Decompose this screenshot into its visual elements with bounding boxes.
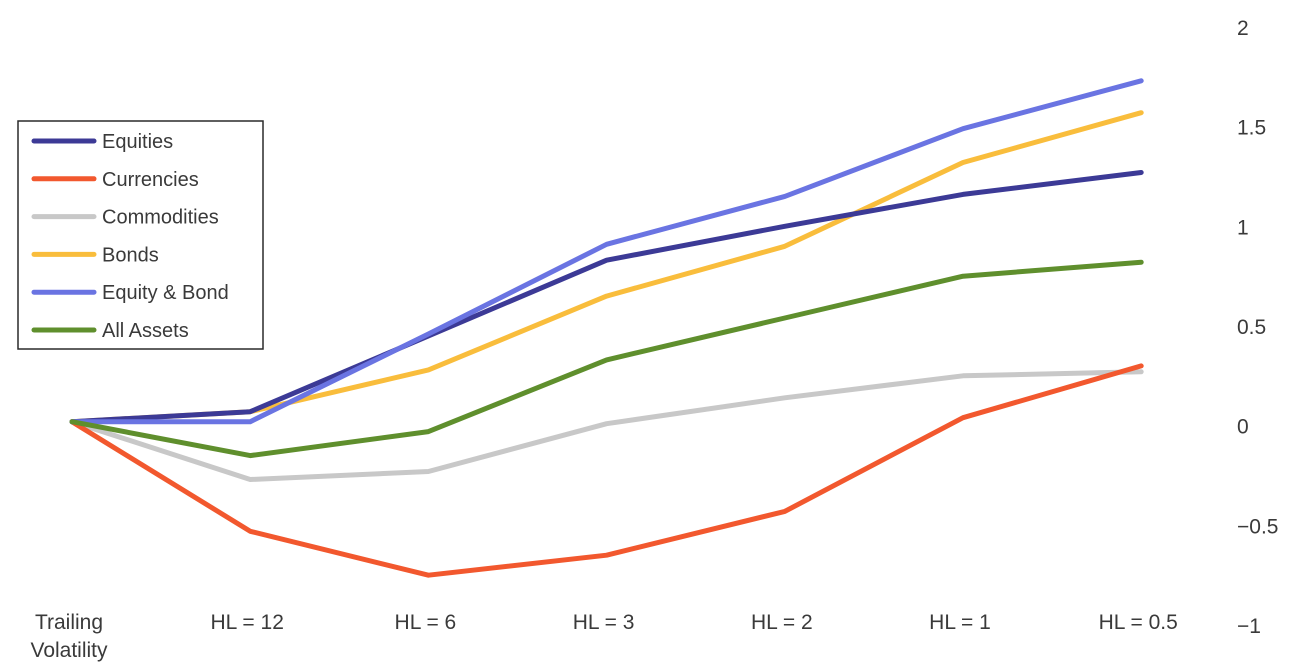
- x-tick-label-hl-2: HL = 2: [751, 611, 813, 634]
- series-line-commodities: [69, 369, 1144, 482]
- x-tick-label-hl-0-5: HL = 0.5: [1099, 611, 1178, 634]
- legend-label-bonds: Bonds: [102, 244, 159, 266]
- y-tick-label: 2: [1237, 17, 1249, 40]
- y-tick-label: 0.5: [1237, 316, 1266, 339]
- legend-label-all-assets: All Assets: [102, 320, 189, 342]
- y-tick-label: −0.5: [1237, 515, 1278, 538]
- y-tick-label: 1: [1237, 216, 1249, 239]
- x-tick-label-hl-6: HL = 6: [395, 611, 457, 634]
- legend-label-equities: Equities: [102, 131, 173, 153]
- y-axis-tick-labels: 2 1.5 1 0.5 0 −0.5 −1: [1237, 17, 1278, 638]
- legend: Equities Currencies Commodities Bonds Equity…: [17, 120, 264, 350]
- legend-label-equity-and-bond: Equity & Bond: [102, 282, 229, 304]
- series-line-equities: [69, 170, 1144, 425]
- series-line-currencies: [69, 363, 1144, 578]
- legend-label-commodities: Commodities: [102, 207, 219, 229]
- legend-box: [17, 120, 264, 350]
- series-layer: [69, 78, 1144, 578]
- y-tick-label: 1.5: [1237, 117, 1266, 140]
- y-tick-label: 0: [1237, 416, 1249, 439]
- x-axis-tick-labels: Trailing Volatility HL = 12 HL = 6 HL = 3 HL …: [30, 611, 1177, 662]
- x-tick-label-trailing-volatility: Trailing Volatility: [30, 611, 108, 662]
- x-tick-label-hl-1: HL = 1: [929, 611, 991, 634]
- series-line-all-assets: [69, 259, 1144, 459]
- x-tick-label-hl-12: HL = 12: [211, 611, 284, 634]
- x-tick-label-hl-3: HL = 3: [573, 611, 635, 634]
- y-tick-label: −1: [1237, 615, 1261, 638]
- legend-label-currencies: Currencies: [102, 169, 199, 191]
- series-line-equity-and-bond: [69, 78, 1144, 425]
